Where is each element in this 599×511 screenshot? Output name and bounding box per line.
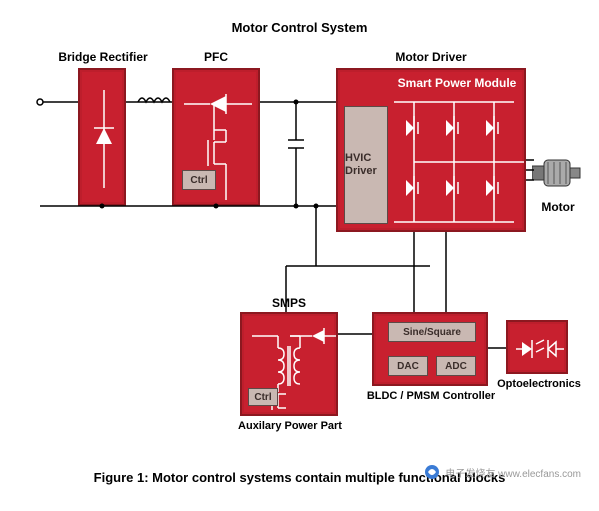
diagram-canvas: Motor Control System Bridge Rectifier PF… <box>0 0 599 511</box>
watermark-text: 电子发烧友 www.elecfans.com <box>445 465 581 480</box>
watermark: 电子发烧友 www.elecfans.com <box>423 463 581 481</box>
watermark-icon <box>423 463 441 481</box>
wire-overlay <box>0 0 599 511</box>
